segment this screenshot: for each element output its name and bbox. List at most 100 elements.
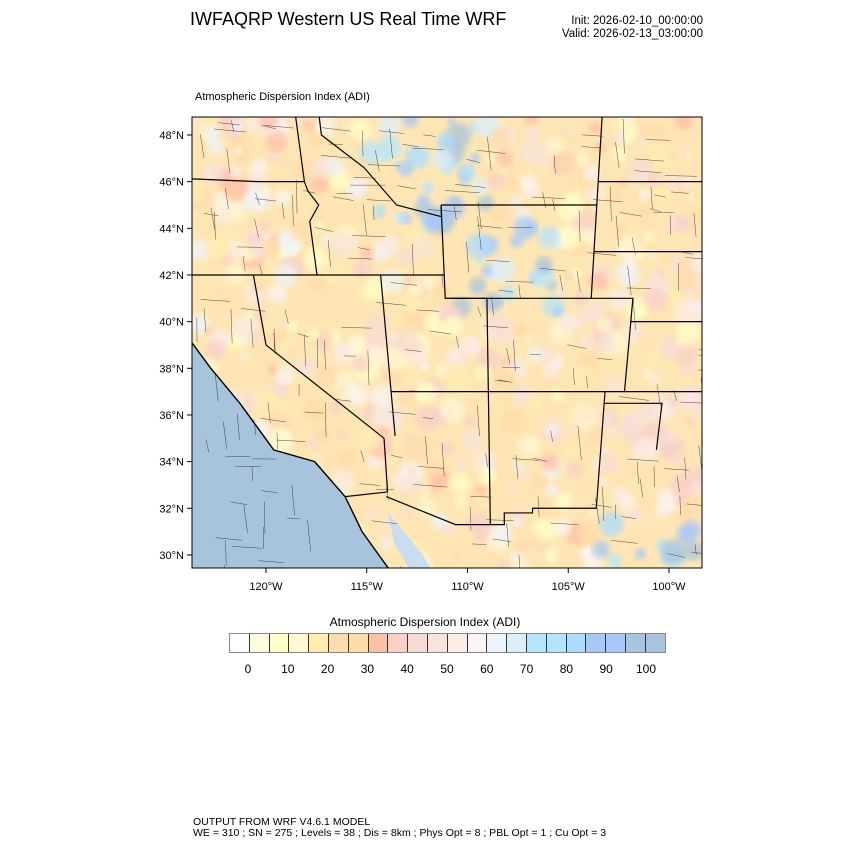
county-border <box>315 227 333 232</box>
colorbar-box <box>408 634 428 652</box>
county-border <box>469 506 472 531</box>
county-border <box>495 380 508 382</box>
county-border <box>637 461 639 485</box>
adi-blob <box>578 333 593 349</box>
county-border <box>200 134 205 159</box>
init-time: Init: 2026-02-10_00:00:00 <box>571 15 703 27</box>
county-border <box>243 505 248 533</box>
lat-label: 34°N <box>159 457 184 469</box>
county-border <box>321 155 354 159</box>
colorbar-box <box>368 634 389 652</box>
lat-label: 48°N <box>159 130 184 142</box>
county-border <box>552 199 556 211</box>
field-title: Atmospheric Dispersion Index (ADI) <box>195 91 370 103</box>
county-border <box>287 517 300 519</box>
adi-blob <box>647 250 658 261</box>
adi-blob <box>476 364 492 381</box>
adi-blob <box>465 233 492 259</box>
adi-blob <box>293 439 302 449</box>
adi-blob <box>421 181 435 194</box>
lat-label: 36°N <box>159 410 184 422</box>
county-border <box>691 552 702 554</box>
county-border <box>650 186 653 209</box>
county-border <box>422 417 434 419</box>
adi-blob <box>225 263 246 284</box>
adi-blob <box>270 409 293 433</box>
adi-blob <box>394 329 420 355</box>
state-border <box>590 117 634 392</box>
adi-blob <box>349 118 372 141</box>
county-border <box>694 544 697 555</box>
adi-blob <box>370 384 395 409</box>
adi-blob <box>222 292 231 301</box>
county-border <box>282 202 285 219</box>
adi-blob <box>397 160 414 177</box>
gulf-of-california <box>387 512 431 568</box>
county-border <box>577 425 582 460</box>
county-border <box>359 483 380 486</box>
adi-blob <box>607 135 618 146</box>
adi-blob <box>266 364 279 376</box>
county-border <box>358 247 370 251</box>
adi-blob <box>557 197 581 222</box>
county-border <box>587 252 617 256</box>
adi-blob <box>658 439 678 459</box>
county-border <box>362 204 367 236</box>
county-border <box>423 134 436 137</box>
adi-blob <box>649 143 661 155</box>
county-border <box>405 349 422 352</box>
adi-blob <box>535 256 553 274</box>
county-border <box>615 215 619 247</box>
adi-blob <box>353 259 372 278</box>
adi-blob <box>607 287 631 311</box>
adi-blob <box>693 208 702 225</box>
adi-blob <box>491 522 513 543</box>
adi-blob <box>421 273 437 290</box>
adi-blob <box>423 206 450 232</box>
adi-blob <box>530 472 548 490</box>
colorbar-box <box>249 634 270 652</box>
county-border <box>656 384 661 407</box>
colorbar-box <box>348 634 369 652</box>
adi-blob <box>624 255 637 269</box>
adi-blob <box>555 151 578 175</box>
adi-blob <box>244 187 268 212</box>
adi-blob <box>597 317 613 333</box>
county-border <box>685 257 702 259</box>
adi-blob <box>192 117 202 132</box>
adi-blob <box>282 335 295 349</box>
adi-blob <box>681 493 702 517</box>
lat-label: 46°N <box>159 177 184 189</box>
adi-blob <box>512 321 528 337</box>
adi-blob <box>427 459 446 479</box>
adi-blob <box>396 213 407 224</box>
county-border <box>477 202 482 230</box>
adi-blob <box>379 535 395 552</box>
colorbar-label: 60 <box>480 662 494 676</box>
county-border <box>553 155 556 174</box>
lon-label: 105°W <box>552 581 586 593</box>
adi-blob <box>552 307 562 317</box>
county-border <box>626 287 651 289</box>
colorbar-box <box>427 634 448 652</box>
county-border <box>477 216 482 251</box>
adi-blob <box>466 510 491 536</box>
colorbar-label: 90 <box>599 662 613 676</box>
county-border <box>351 235 386 237</box>
county-border <box>693 212 697 237</box>
county-border <box>402 143 419 148</box>
adi-blob <box>598 511 624 537</box>
county-border <box>686 503 702 506</box>
adi-blob <box>683 416 694 427</box>
adi-blob <box>562 128 573 139</box>
colorbar-box <box>487 634 508 652</box>
county-border <box>230 308 233 344</box>
adi-blob <box>251 279 266 294</box>
adi-blob <box>650 174 663 187</box>
county-border <box>324 340 326 370</box>
pacific-ocean <box>192 117 391 568</box>
county-border <box>367 350 370 385</box>
adi-blob <box>508 487 517 496</box>
adi-blob <box>205 326 214 336</box>
adi-blob <box>492 367 517 392</box>
